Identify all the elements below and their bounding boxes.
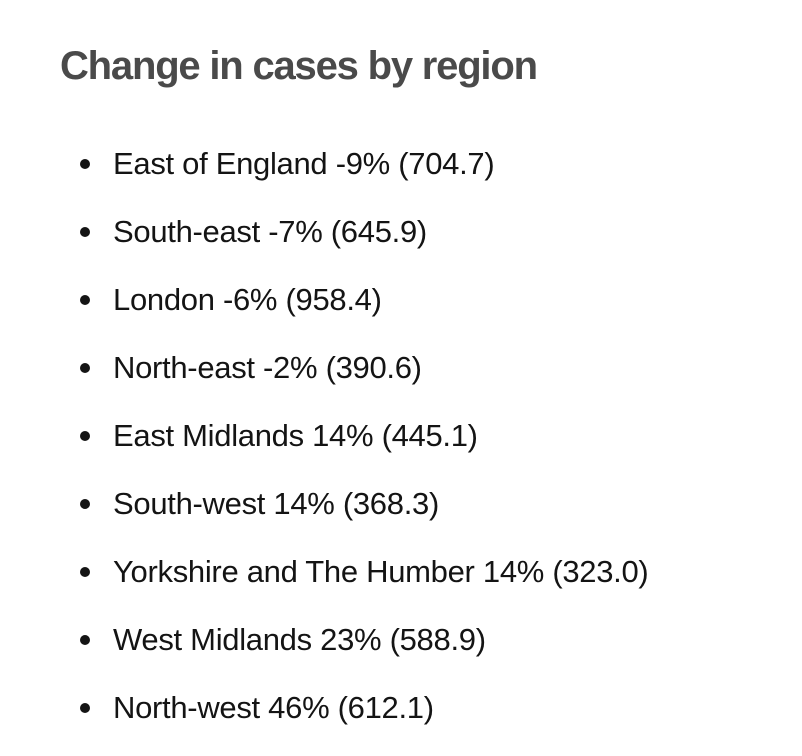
bullet-icon	[80, 363, 90, 373]
list-item-text: East of England -9% (704.7)	[113, 146, 495, 181]
list-item-text: Yorkshire and The Humber 14% (323.0)	[113, 554, 649, 589]
bullet-icon	[80, 431, 90, 441]
list-item-west-midlands: West Midlands 23% (588.9)	[0, 606, 802, 674]
section-heading: Change in cases by region	[60, 44, 538, 88]
list-item-yorkshire-and-the-humber: Yorkshire and The Humber 14% (323.0)	[0, 538, 802, 606]
list-item-south-west: South-west 14% (368.3)	[0, 470, 802, 538]
bullet-icon	[80, 703, 90, 713]
bullet-icon	[80, 635, 90, 645]
list-item-east-of-england: East of England -9% (704.7)	[0, 130, 802, 198]
list-item-north-east: North-east -2% (390.6)	[0, 334, 802, 402]
bullet-icon	[80, 295, 90, 305]
list-item-london: London -6% (958.4)	[0, 266, 802, 334]
list-item-text: South-west 14% (368.3)	[113, 486, 439, 521]
list-item-text: South-east -7% (645.9)	[113, 214, 427, 249]
bullet-icon	[80, 227, 90, 237]
list-item-text: West Midlands 23% (588.9)	[113, 622, 486, 657]
list-item-north-west: North-west 46% (612.1)	[0, 674, 802, 742]
list-item-text: North-west 46% (612.1)	[113, 690, 434, 725]
bullet-icon	[80, 159, 90, 169]
list-item-south-east: South-east -7% (645.9)	[0, 198, 802, 266]
bullet-icon	[80, 567, 90, 577]
list-item-text: East Midlands 14% (445.1)	[113, 418, 478, 453]
bullet-icon	[80, 499, 90, 509]
list-item-text: North-east -2% (390.6)	[113, 350, 422, 385]
region-list: East of England -9% (704.7) South-east -…	[0, 130, 802, 742]
list-item-text: London -6% (958.4)	[113, 282, 382, 317]
list-item-east-midlands: East Midlands 14% (445.1)	[0, 402, 802, 470]
